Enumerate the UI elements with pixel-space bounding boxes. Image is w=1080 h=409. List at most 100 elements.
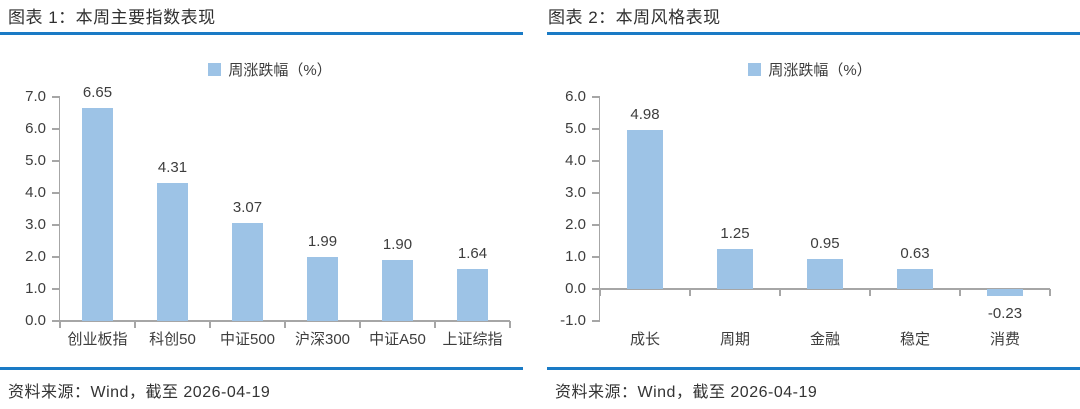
bar xyxy=(716,249,754,289)
x-tick-mark xyxy=(209,321,211,328)
y-tick-label: 3.0 xyxy=(25,216,46,233)
bar xyxy=(382,260,413,321)
x-category-label: 上证综指 xyxy=(442,331,503,348)
y-tick-label: -1.0 xyxy=(560,312,586,329)
y-tick-mark xyxy=(592,320,600,322)
y-tick-label: 1.0 xyxy=(565,248,586,265)
figure-2-legend: 周涨跌幅（%） xyxy=(540,59,1080,80)
x-tick-mark xyxy=(284,321,286,328)
y-tick-label: 2.0 xyxy=(565,216,586,233)
figure-1-source-note: 资料来源：Wind，截至 2026-04-19 xyxy=(8,384,271,401)
y-tick-mark xyxy=(52,192,60,194)
y-tick-label: 2.0 xyxy=(25,248,46,265)
y-tick-label: 4.0 xyxy=(565,152,586,169)
y-tick-mark xyxy=(592,256,600,258)
x-tick-mark xyxy=(1049,289,1051,296)
y-tick-mark xyxy=(592,192,600,194)
bar xyxy=(232,222,263,321)
y-tick-label: 6.0 xyxy=(25,120,46,137)
bar-value-label: -0.23 xyxy=(987,305,1023,323)
y-tick-mark xyxy=(592,96,600,98)
bar xyxy=(457,268,488,321)
y-tick-mark xyxy=(52,288,60,290)
y-tick-mark xyxy=(52,96,60,98)
figure-2-source-block: 资料来源：Wind，截至 2026-04-19 xyxy=(547,367,1080,409)
x-axis-line xyxy=(598,288,1050,290)
y-tick-mark xyxy=(52,320,60,322)
bar-value-label: 6.65 xyxy=(82,84,113,102)
bar-value-label: 1.64 xyxy=(457,244,488,262)
x-tick-mark xyxy=(59,321,61,328)
bar-value-label: 1.90 xyxy=(382,236,413,254)
bar xyxy=(806,258,844,289)
bar xyxy=(307,257,338,321)
figure-1-title: 图表 1：本周主要指数表现 xyxy=(8,8,216,27)
x-tick-mark xyxy=(509,321,511,328)
x-tick-mark xyxy=(359,321,361,328)
y-tick-label: 0.0 xyxy=(25,312,46,329)
y-tick-label: 0.0 xyxy=(565,280,586,297)
bar xyxy=(986,289,1024,297)
bar-value-label: 0.95 xyxy=(810,234,840,252)
y-tick-label: 4.0 xyxy=(25,184,46,201)
x-tick-mark xyxy=(599,289,601,296)
x-tick-mark xyxy=(779,289,781,296)
figure-2-bar-chart: -1.0 0.0 1.0 2.0 3.0 4.0 5.0 6.0 4.98 成长 1.25 周期 0.9… xyxy=(540,88,1080,355)
bar-value-label: 1.99 xyxy=(307,233,338,251)
figure-1-panel: 图表 1：本周主要指数表现 周涨跌幅（%） 0.0 1.0 2.0 3.0 4.0 5.0… xyxy=(0,8,540,409)
figure-2-title: 图表 2：本周风格表现 xyxy=(548,8,721,27)
bar-value-label: 1.25 xyxy=(720,225,750,242)
x-category-label: 金融 xyxy=(809,331,840,348)
figure-1-source-rule xyxy=(0,367,523,370)
x-category-label: 中证500 xyxy=(219,331,276,348)
figure-1-source-block: 资料来源：Wind，截至 2026-04-19 xyxy=(0,367,523,409)
x-category-label: 科创50 xyxy=(149,331,196,348)
legend-swatch-icon xyxy=(208,63,222,76)
figure-1-legend: 周涨跌幅（%） xyxy=(0,59,540,80)
y-tick-mark xyxy=(592,224,600,226)
y-tick-mark xyxy=(592,288,600,290)
y-tick-mark xyxy=(52,128,60,130)
legend-label: 周涨跌幅（%） xyxy=(768,62,872,79)
y-axis-line xyxy=(58,97,60,321)
x-category-label: 沪深300 xyxy=(294,331,351,348)
bar-value-label: 4.31 xyxy=(157,159,188,177)
y-tick-mark xyxy=(52,256,60,258)
bar xyxy=(626,129,664,289)
figure-1-bar-chart: 0.0 1.0 2.0 3.0 4.0 5.0 6.0 7.0 6.65 创业板指 4.31 科创50… xyxy=(0,84,540,355)
bar-value-label: 0.63 xyxy=(900,244,930,262)
x-category-label: 中证A50 xyxy=(369,331,426,348)
x-tick-mark xyxy=(689,289,691,296)
bar xyxy=(82,108,113,321)
x-category-label: 成长 xyxy=(629,331,660,348)
legend-label: 周涨跌幅（%） xyxy=(228,62,332,79)
figure-2-source-note: 资料来源：Wind，截至 2026-04-19 xyxy=(555,384,818,401)
x-tick-mark xyxy=(134,321,136,328)
x-category-label: 创业板指 xyxy=(67,331,128,348)
y-tick-label: 5.0 xyxy=(25,152,46,169)
figure-2-title-rule xyxy=(547,32,1080,35)
bar xyxy=(896,268,934,289)
y-tick-mark xyxy=(592,128,600,130)
bar-value-label: 3.07 xyxy=(232,198,263,216)
y-tick-label: 3.0 xyxy=(565,184,586,201)
y-tick-label: 5.0 xyxy=(565,120,586,137)
x-tick-mark xyxy=(869,289,871,296)
y-tick-label: 6.0 xyxy=(565,88,586,105)
x-category-label: 稳定 xyxy=(899,331,930,348)
x-tick-mark xyxy=(959,289,961,296)
y-tick-mark xyxy=(52,160,60,162)
y-axis-line xyxy=(598,97,600,321)
x-category-label: 周期 xyxy=(719,331,750,348)
legend-swatch-icon xyxy=(748,63,762,76)
y-tick-mark xyxy=(52,224,60,226)
y-tick-mark xyxy=(592,160,600,162)
y-tick-label: 7.0 xyxy=(25,88,46,105)
figure-2-source-rule xyxy=(547,367,1080,370)
figure-1-title-rule xyxy=(0,32,523,35)
bar-value-label: 4.98 xyxy=(630,105,660,123)
y-tick-label: 1.0 xyxy=(25,280,46,297)
x-tick-mark xyxy=(434,321,436,328)
bar xyxy=(157,183,188,321)
